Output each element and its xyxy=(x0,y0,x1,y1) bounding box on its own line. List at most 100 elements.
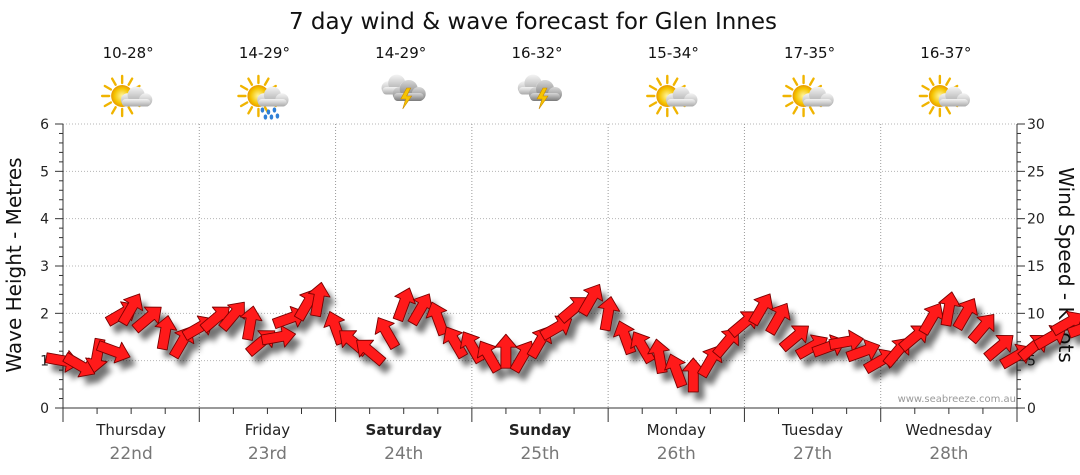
wind-arrow xyxy=(131,306,162,334)
wind-arrow xyxy=(407,293,433,327)
credit-label: www.seabreeze.com.au xyxy=(898,394,1016,405)
sun-cloud-rain-icon xyxy=(237,74,289,120)
sun-ray xyxy=(239,84,249,91)
lightning-bolt xyxy=(536,87,549,110)
wind-arrow-shadow xyxy=(734,319,764,346)
axes: 0123456051015202530 xyxy=(40,117,1045,422)
cloud-base xyxy=(803,98,832,107)
day-date: 22nd xyxy=(110,444,153,464)
sun-ray xyxy=(808,77,815,86)
wind-arrow xyxy=(765,302,791,336)
left-tick-label: 3 xyxy=(40,259,49,275)
wind-arrow xyxy=(845,339,881,363)
sun-ray xyxy=(127,106,134,115)
cloud xyxy=(802,86,834,107)
cloud xyxy=(257,86,289,107)
day-name: Friday xyxy=(245,421,291,439)
storm-icon xyxy=(517,74,562,110)
sun-ray xyxy=(110,106,117,115)
chart-title: 7 day wind & wave forecast for Glen Inne… xyxy=(289,9,777,35)
sun-ray xyxy=(247,77,254,86)
sun-ray xyxy=(103,101,113,108)
rain-drop xyxy=(263,114,268,120)
wind-arrow xyxy=(577,283,604,317)
wind-arrow xyxy=(442,326,469,360)
wind-arrow-shadow xyxy=(785,334,815,360)
day-name: Sunday xyxy=(509,421,572,439)
day-name: Thursday xyxy=(95,421,166,439)
right-tick-label: 10 xyxy=(1027,306,1045,322)
day-temperature: 16-37° xyxy=(920,44,971,62)
rain-drop xyxy=(260,107,265,113)
left-tick-label: 4 xyxy=(40,212,49,228)
cloud-base xyxy=(939,98,969,107)
day-date: 28th xyxy=(929,444,968,464)
wind-arrow-shadow xyxy=(989,343,1020,370)
sun-ray xyxy=(808,106,815,115)
wind-arrow xyxy=(748,293,774,327)
wind-arrow xyxy=(938,291,961,327)
cloud xyxy=(938,86,971,107)
sun-cloud-icon xyxy=(646,74,698,118)
wind-arrow xyxy=(494,333,518,369)
wind-arrow xyxy=(681,357,705,393)
sun-ray xyxy=(921,101,930,108)
sun-ray xyxy=(239,101,249,108)
sun-ray xyxy=(921,84,930,91)
sun-ray xyxy=(785,101,794,108)
left-tick-label: 0 xyxy=(40,401,49,417)
day-forecast-header: 10-28° 14-29° 14-29° 16-32° 15-34° 17-35° 16-3… xyxy=(100,44,971,120)
sun-ray xyxy=(945,77,952,86)
wind-arrow xyxy=(154,315,178,351)
day-date: 24th xyxy=(384,444,423,464)
day-date: 27th xyxy=(793,444,832,464)
cloud-base xyxy=(258,98,287,107)
sun-ray xyxy=(656,77,662,86)
sun-ray xyxy=(928,106,935,115)
day-temperature: 17-35° xyxy=(784,44,835,62)
day-temperature: 14-29° xyxy=(239,44,290,62)
sun-cloud-icon xyxy=(100,74,153,118)
day-name: Monday xyxy=(647,421,706,439)
sun-ray xyxy=(648,84,658,91)
wind-arrow xyxy=(117,293,144,327)
lightning-bolt xyxy=(400,87,413,110)
day-date: 26th xyxy=(657,444,696,464)
sun-ray xyxy=(656,106,662,115)
wind-arrow-shadow xyxy=(904,334,934,360)
day-name: Tuesday xyxy=(781,421,843,439)
rain-drop xyxy=(269,114,274,120)
sun-cloud-icon xyxy=(782,74,834,118)
sun-ray xyxy=(672,106,679,115)
wind-arrow xyxy=(952,298,978,331)
wind-arrow xyxy=(1066,315,1080,339)
wind-arrow xyxy=(62,352,96,378)
left-tick-label: 1 xyxy=(40,354,49,370)
day-temperature: 14-29° xyxy=(375,44,426,62)
cloud xyxy=(666,86,698,107)
sun-ray xyxy=(127,77,134,86)
wind-arrow xyxy=(630,331,656,365)
storm-icon xyxy=(381,74,426,110)
sun-ray xyxy=(103,84,113,91)
wind-arrow xyxy=(307,281,331,318)
right-tick-label: 0 xyxy=(1027,401,1036,417)
cloud-base xyxy=(121,98,151,107)
left-tick-label: 5 xyxy=(40,164,49,180)
wind-arrow xyxy=(476,340,503,374)
wind-arrow xyxy=(983,335,1014,362)
day-temperature: 10-28° xyxy=(103,44,154,62)
day-name: Wednesday xyxy=(905,421,992,439)
day-temperature: 15-34° xyxy=(648,44,699,62)
right-tick-label: 25 xyxy=(1027,164,1045,180)
sun-ray xyxy=(263,77,270,86)
wind-arrow xyxy=(664,353,688,389)
day-temperature: 16-32° xyxy=(511,44,562,62)
left-axis-title: Wave Height - Metres xyxy=(2,157,26,372)
sun-ray xyxy=(648,101,658,108)
cloud-base xyxy=(667,98,696,107)
wind-arrow xyxy=(967,314,995,345)
left-tick-label: 2 xyxy=(40,306,49,322)
sun-ray xyxy=(792,77,799,86)
